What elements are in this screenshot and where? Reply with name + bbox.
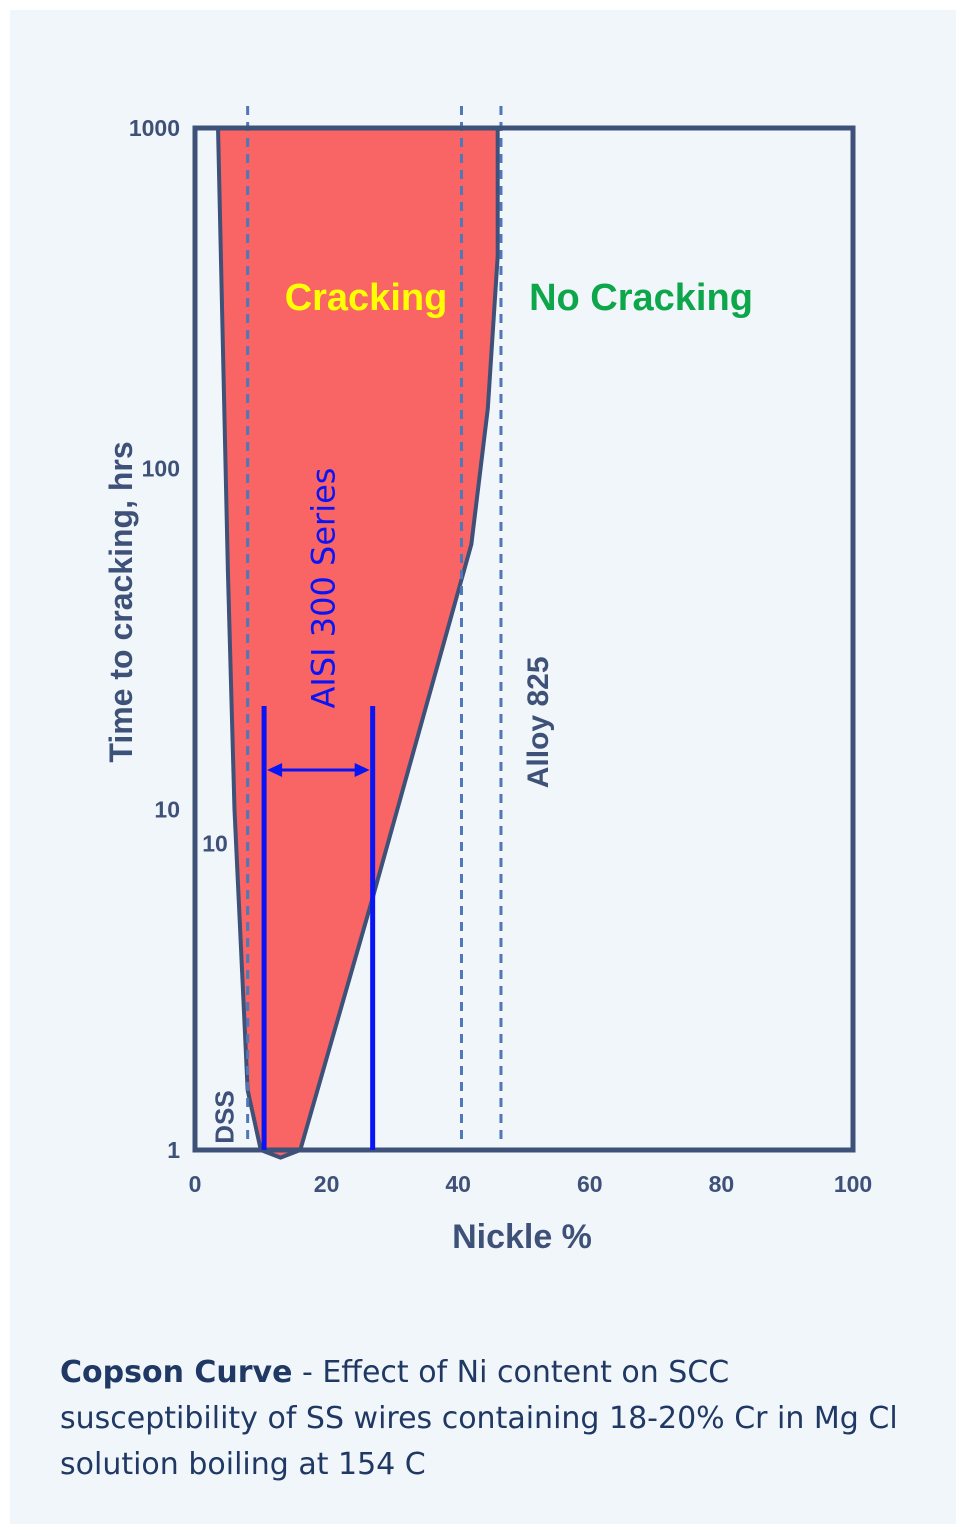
dss-label: DSS: [210, 1090, 240, 1143]
x-tick-label: 60: [577, 1171, 603, 1197]
copson-chart: 0 20 40 60 80 100 1 10 100 1000 10 DSS Alloy 825 AIS…: [103, 106, 872, 1256]
plot-frame: [192, 125, 856, 1153]
y-tick-label: 10: [154, 796, 180, 822]
y-tick-label: 100: [142, 456, 180, 482]
x-tick-label: 0: [189, 1171, 202, 1197]
extra-tick-label: 10: [202, 830, 228, 856]
y-axis-label: Time to cracking, hrs: [103, 441, 139, 762]
x-axis-label: Nickle %: [452, 1218, 592, 1256]
arrow-head-right: [354, 763, 370, 777]
arrow-head-left: [267, 763, 283, 777]
figure-card: 0 20 40 60 80 100 1 10 100 1000 10 DSS Alloy 825 AIS…: [10, 10, 956, 1524]
x-tick-label: 80: [709, 1171, 735, 1197]
cracking-label: Cracking: [285, 277, 448, 319]
aisi-300-series-label: AISI 300 Series: [304, 468, 342, 709]
caption-text: - Effect of Ni content on SCC susceptibi…: [60, 1355, 898, 1482]
caption-title: Copson Curve: [60, 1355, 293, 1390]
alloy-825-label: Alloy 825: [522, 657, 555, 789]
x-tick-label: 20: [314, 1171, 340, 1197]
no-cracking-label: No Cracking: [529, 277, 753, 319]
x-tick-label: 100: [834, 1171, 872, 1197]
y-tick-label: 1000: [129, 115, 180, 141]
x-tick-label: 40: [445, 1171, 471, 1197]
y-tick-label: 1: [167, 1137, 180, 1163]
figure-caption: Copson Curve - Effect of Ni content on S…: [60, 1350, 920, 1488]
